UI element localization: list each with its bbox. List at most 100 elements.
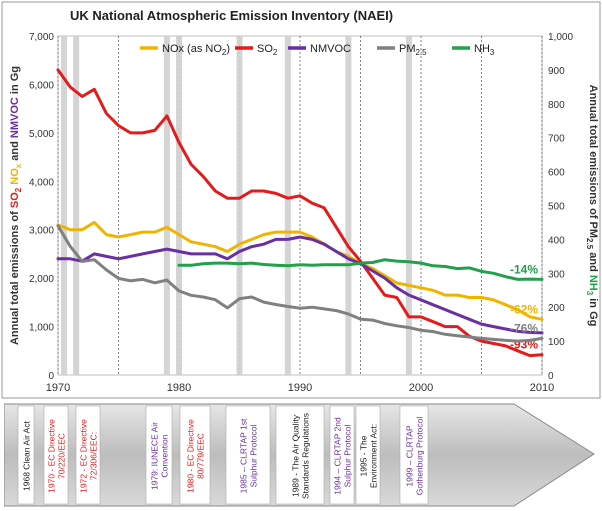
timeline-item-text: 1972 - EC Directive <box>79 419 89 493</box>
label-part: in Gg <box>587 295 599 326</box>
chart-title: UK National Atmospheric Emission Invento… <box>70 8 393 23</box>
y-left-tick-label: 2,000 <box>29 274 54 285</box>
x-tick-label: 1990 <box>288 382 312 394</box>
policy-event-bar <box>405 36 412 375</box>
timeline-box-bg <box>355 405 381 505</box>
legend-label: NOx (as NO2) <box>162 43 230 57</box>
y-right-tick-label: 1,000 <box>548 32 573 43</box>
legend-label: NH3 <box>474 43 495 57</box>
timeline-item-text: Sulphur Protocol <box>343 424 353 487</box>
timeline-item-text: 1994 – CLRTAP 2nd <box>333 417 343 495</box>
label-part: and <box>9 138 21 164</box>
y-right-tick-label: 100 <box>548 337 565 348</box>
label-part: 2.5 <box>416 48 428 57</box>
series-end-label: -62% <box>510 302 538 316</box>
y-right-tick-label: 800 <box>548 100 565 111</box>
timeline-item-text: 1970 - EC Directive <box>47 419 57 493</box>
legend-label: SO2 <box>257 43 278 57</box>
label-part: ) <box>226 43 230 55</box>
series-line <box>56 235 544 335</box>
y-right-tick-label: 700 <box>548 134 565 145</box>
timeline-box-bg <box>75 405 101 505</box>
policy-event-bar <box>345 36 352 375</box>
y-right-tick-label: 500 <box>548 202 565 213</box>
y-left-tick-label: 1,000 <box>29 323 54 334</box>
label-part: PM <box>399 43 416 55</box>
timeline-box-bg <box>179 405 211 505</box>
legend-label: NMVOC <box>310 43 351 55</box>
chart-frame <box>1 1 601 399</box>
y-right-tick-label: 400 <box>548 235 565 246</box>
timeline-box-bg <box>17 405 35 505</box>
timeline-item-text: Sulphur Protocol <box>249 424 259 487</box>
timeline-item-text: Environment Act: <box>369 424 379 488</box>
timeline-item-text: 80/779/EEC <box>196 433 206 479</box>
timeline-item-text: 1985 – CLRTAP 1st <box>239 418 249 493</box>
series-end-label: -76% <box>510 321 538 335</box>
y-left-tick-label: 6,000 <box>29 80 54 91</box>
y-right-tick-label: 200 <box>548 303 565 314</box>
y-left-tick-label: 4,000 <box>29 177 54 188</box>
policy-event-bar <box>176 36 182 375</box>
y-left-tick-label: 7,000 <box>29 32 54 43</box>
timeline-item-text: 1980 - EC Directive <box>186 419 196 493</box>
x-tick-label: 2000 <box>409 382 433 394</box>
y-left-axis-title: Annual total emissions of SO2 NOx and NM… <box>9 66 23 345</box>
x-tick-label: 2010 <box>530 382 554 394</box>
y-right-axis-title: Annual total emissions of PM2.5 and NH3 … <box>585 85 599 327</box>
timeline-box-bg <box>43 405 69 505</box>
policy-event-bar <box>163 36 170 375</box>
y-left-tick-label: 3,000 <box>29 226 54 237</box>
legend-label: PM2.5 <box>399 43 427 57</box>
y-right-tick-label: 600 <box>548 168 565 179</box>
timeline-item-text: Standards Regulations <box>301 413 311 499</box>
label-part: 2 <box>273 48 278 57</box>
timeline-box-bg <box>329 405 355 505</box>
timeline-box-bg <box>399 405 429 505</box>
series-line <box>56 220 544 321</box>
x-tick-label: 1970 <box>46 382 70 394</box>
y-right-tick-label: 900 <box>548 66 565 77</box>
label-part: NH <box>474 43 490 55</box>
label-part: NH <box>587 275 599 291</box>
label-part: Annual total emissions of <box>9 208 21 345</box>
label-part: 2 <box>222 48 227 57</box>
label-part: 3 <box>490 48 495 57</box>
label-part: x <box>14 163 23 168</box>
series-line <box>177 258 544 281</box>
timeline-item-text: 1995 - The <box>359 435 369 476</box>
y-left-tick-label: 0 <box>48 371 54 382</box>
label-part: 2.5 <box>585 238 594 250</box>
policy-event-bar <box>61 36 68 375</box>
series-line <box>56 68 544 358</box>
timeline-item-text: 72/306/EEC: <box>89 432 99 480</box>
policy-event-bar <box>73 36 80 375</box>
label-part: NMVOC <box>310 43 351 55</box>
label-part: NOx (as NO <box>162 43 222 55</box>
label-part: Annual total emissions of PM <box>587 85 599 238</box>
timeline-item-text: 1979: IUNECE Air <box>150 422 160 490</box>
policy-event-bar <box>236 36 243 375</box>
timeline-item-text: 1989 - The Air Quality <box>291 414 301 497</box>
label-part: SO <box>9 192 21 208</box>
label-part: 3 <box>585 291 594 296</box>
timeline-item-text: Gothenburg Protocol <box>415 417 425 496</box>
label-part: 2 <box>14 187 23 192</box>
label-part: in Gg <box>9 66 21 97</box>
policy-timeline: 1968 Clean Air Act 1970 - EC Directive 70/… <box>4 403 595 507</box>
timeline-box-bg <box>225 405 271 505</box>
y-left-tick-label: 5,000 <box>29 129 54 140</box>
series-end-label: -14% <box>510 262 538 276</box>
label-part: SO <box>257 43 273 55</box>
policy-event-bar <box>284 36 291 375</box>
emissions-chart: -62%-93%-76%-14% 01,0002,0003,0004,0005,… <box>1 1 601 399</box>
y-right-tick-label: 300 <box>548 269 565 280</box>
timeline-item-text: Convention <box>160 434 170 477</box>
label-part: and <box>587 249 599 275</box>
timeline-item-text: 1999 – CLRTAP <box>405 425 415 486</box>
timeline-item-text: 70/220/EEC <box>57 433 67 479</box>
timeline-box-bg <box>145 405 173 505</box>
timeline-box-bg <box>275 405 325 505</box>
y-right-tick-label: 0 <box>548 371 554 382</box>
